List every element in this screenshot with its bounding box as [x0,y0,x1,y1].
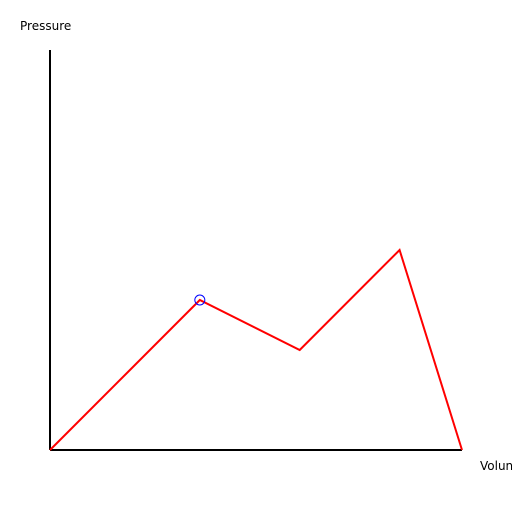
plot-area [49,248,463,451]
y-axis-label: Pressure [20,19,71,33]
pressure-volume-line [49,248,463,451]
selected-point-marker[interactable] [194,294,206,306]
x-axis-label: Volun [480,459,512,473]
